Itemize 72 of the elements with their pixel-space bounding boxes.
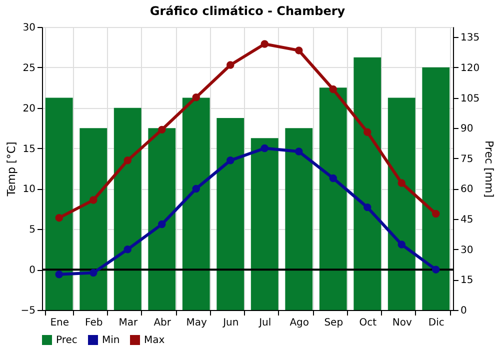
point <box>226 61 234 69</box>
x-tick-label: Jul <box>258 318 272 328</box>
bar <box>354 57 382 310</box>
point <box>192 184 200 193</box>
point <box>226 156 234 164</box>
y-tick-label: 5 <box>29 224 36 236</box>
point <box>55 270 63 278</box>
bar <box>45 98 73 310</box>
y-axis-title: Temp [°C] <box>4 142 18 198</box>
bar <box>216 118 244 310</box>
point <box>260 144 268 152</box>
y-tick-label: 10 <box>22 184 36 196</box>
bar <box>250 138 278 310</box>
legend-label: Prec <box>56 335 78 346</box>
x-tick-label: Mar <box>118 318 138 328</box>
point <box>329 85 337 94</box>
bar <box>319 88 347 310</box>
legend-label: Max <box>144 335 165 346</box>
point <box>260 40 268 48</box>
bar <box>422 67 450 310</box>
point <box>295 46 303 54</box>
point <box>55 214 63 222</box>
x-tick-label: Feb <box>85 318 103 328</box>
point <box>124 156 132 164</box>
y2-tick-label: 90 <box>460 124 474 135</box>
bar <box>80 128 108 310</box>
point <box>90 196 98 204</box>
y-tick-label: 25 <box>22 62 36 74</box>
bar <box>114 108 142 310</box>
y2-tick-label: 60 <box>460 184 474 196</box>
y2-tick-label: 45 <box>460 214 474 226</box>
y2-tick-label: 30 <box>460 244 474 256</box>
x-tick-label: Jun <box>222 318 239 328</box>
y2-tick-label: 15 <box>460 275 474 286</box>
point <box>432 210 440 218</box>
point <box>364 203 372 212</box>
x-tick-label: Oct <box>359 318 377 328</box>
x-tick-label: Ene <box>50 318 70 328</box>
bar <box>182 98 210 310</box>
y-tick-label: 15 <box>22 144 36 155</box>
y2-tick-label: 0 <box>460 306 467 316</box>
x-tick-label: Dic <box>428 318 444 328</box>
point <box>90 268 98 277</box>
y-tick-label: 20 <box>22 103 36 114</box>
point <box>364 128 372 136</box>
legend-label: Min <box>102 335 120 346</box>
point <box>295 148 303 156</box>
chart-title: Gráfico climático - Chambery <box>150 4 346 18</box>
bar <box>285 128 313 310</box>
x-tick-label: Nov <box>392 318 412 328</box>
y-tick-label: −5 <box>20 306 36 316</box>
y2-tick-label: 105 <box>460 93 480 104</box>
point <box>329 174 337 182</box>
y2-axis-title: Prec [mm] <box>482 140 496 198</box>
bar <box>388 98 416 310</box>
point <box>124 245 132 254</box>
point <box>158 126 166 134</box>
point <box>192 93 200 102</box>
point <box>432 266 440 274</box>
point <box>398 179 406 187</box>
y-tick-label: 0 <box>29 265 36 276</box>
point <box>158 220 166 228</box>
x-tick-label: Abr <box>154 318 172 328</box>
x-tick-label: May <box>186 318 208 328</box>
y2-tick-label: 120 <box>460 62 480 74</box>
y2-tick-label: 75 <box>460 154 474 165</box>
y-tick-label: 30 <box>22 22 36 34</box>
bar <box>148 128 176 310</box>
x-tick-label: Sep <box>324 318 344 328</box>
x-tick-label: Ago <box>290 318 310 328</box>
y2-tick-label: 135 <box>460 32 480 44</box>
point <box>398 240 406 248</box>
